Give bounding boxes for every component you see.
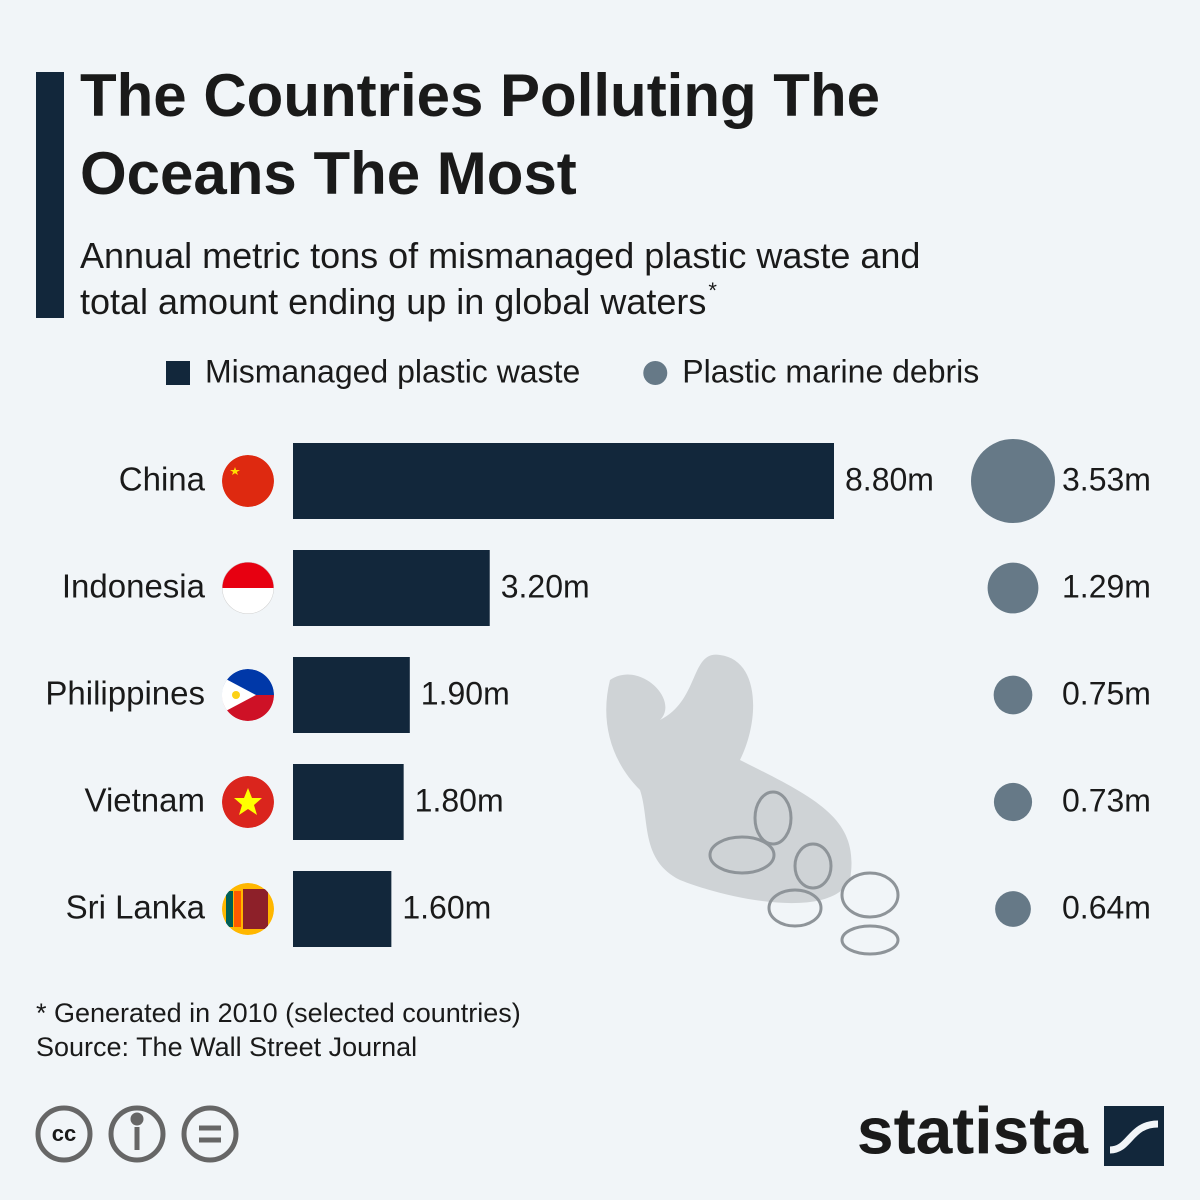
legend-label: Mismanaged plastic waste xyxy=(205,353,580,389)
bubble xyxy=(971,439,1055,523)
flag-inner xyxy=(222,776,274,828)
flag-inner xyxy=(222,883,274,935)
decoration-bag xyxy=(606,654,852,904)
license-icons xyxy=(35,1105,239,1163)
legend-label: Plastic marine debris xyxy=(682,353,979,389)
flag xyxy=(222,776,274,828)
flag-star xyxy=(230,467,240,475)
bar xyxy=(293,443,834,519)
footnote: * Generated in 2010 (selected countries) xyxy=(36,998,521,1028)
category-label: Philippines xyxy=(45,675,205,712)
value-label: 3.53m xyxy=(1062,461,1151,497)
value-label: 8.80m xyxy=(845,461,934,497)
value-label: 1.29m xyxy=(1062,568,1151,604)
flag-inner xyxy=(222,455,274,507)
flag xyxy=(222,669,274,721)
flag-green xyxy=(226,891,233,927)
chart-title: The Countries Polluting The Oceans The Mo… xyxy=(80,62,880,207)
legend-swatch xyxy=(643,361,668,385)
category-label: Indonesia xyxy=(62,568,206,605)
bubble xyxy=(993,675,1033,715)
flag-inner xyxy=(222,669,274,721)
license-text: cc xyxy=(52,1121,76,1146)
bubble xyxy=(995,891,1031,927)
category-label: Vietnam xyxy=(85,782,205,819)
flag-orange xyxy=(234,891,241,927)
value-label: 0.75m xyxy=(1062,675,1151,711)
legend-swatch xyxy=(166,361,190,385)
bubble xyxy=(987,562,1039,614)
bubble xyxy=(993,782,1033,822)
flag-bg xyxy=(222,455,274,507)
value-label: 0.64m xyxy=(1062,889,1151,925)
flag-top xyxy=(222,562,274,588)
bar xyxy=(293,871,392,947)
flag xyxy=(222,883,274,935)
brand-logo: statista xyxy=(857,1093,1089,1167)
flag-sun xyxy=(232,691,240,699)
bar xyxy=(293,550,490,626)
title-accent xyxy=(36,72,64,318)
flag-bottom xyxy=(222,588,274,614)
flag-inner xyxy=(222,562,274,614)
value-label: 1.90m xyxy=(421,675,510,711)
value-label: 0.73m xyxy=(1062,782,1151,818)
decoration-rings xyxy=(708,790,900,956)
category-label: Sri Lanka xyxy=(66,889,206,926)
flag-star xyxy=(234,788,262,815)
flag xyxy=(222,455,274,507)
value-label: 3.20m xyxy=(501,568,590,604)
chart-subtitle: Annual metric tons of mismanaged plastic… xyxy=(80,235,920,322)
subtitle-marker: * xyxy=(708,278,717,303)
flag-maroon xyxy=(243,889,268,929)
value-label: 1.80m xyxy=(415,782,504,818)
brand-mark xyxy=(1104,1106,1164,1166)
value-label: 1.60m xyxy=(402,889,491,925)
bar xyxy=(293,764,404,840)
source: Source: The Wall Street Journal xyxy=(36,1032,417,1062)
category-label: China xyxy=(119,461,206,498)
flag xyxy=(222,562,274,614)
bar xyxy=(293,657,410,733)
